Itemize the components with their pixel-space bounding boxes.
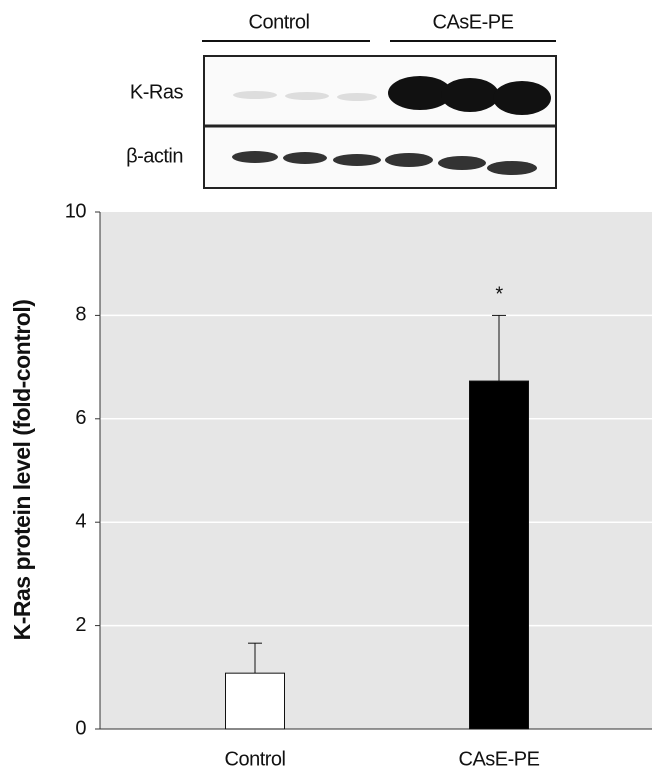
band [283, 152, 327, 164]
plot-area [100, 212, 652, 729]
blot-group-label: CAsE-PE [433, 11, 514, 33]
band [388, 76, 452, 110]
y-axis-label: K-Ras protein level (fold-control) [9, 300, 35, 641]
band [233, 91, 277, 99]
y-tick-label: 2 [75, 614, 86, 636]
k-ras-bands [233, 76, 551, 115]
y-tick-label: 4 [75, 510, 86, 532]
y-tick-label: 0 [75, 717, 86, 739]
y-tick-label: 10 [65, 200, 87, 222]
band [438, 156, 486, 170]
blot-row-label: K-Ras [130, 81, 184, 103]
blot-row-label: β-actin [126, 145, 183, 167]
actin-bands [232, 151, 537, 175]
band [232, 151, 278, 163]
band [285, 92, 329, 100]
x-tick-label: CAsE-PE [459, 748, 540, 770]
blot-group-label: Control [249, 11, 310, 33]
x-tick-label: Control [225, 748, 286, 770]
band [337, 93, 377, 101]
band [487, 161, 537, 175]
y-tick-label: 6 [75, 407, 86, 429]
significance-mark: * [495, 284, 503, 306]
y-tick-label: 8 [75, 304, 86, 326]
band [385, 153, 433, 167]
band [441, 78, 499, 112]
bar [469, 380, 529, 730]
band [333, 154, 381, 166]
band [493, 81, 551, 115]
western-blot: Control CAsE-PE K-Ras β-actin [126, 11, 557, 189]
bar [225, 672, 285, 730]
